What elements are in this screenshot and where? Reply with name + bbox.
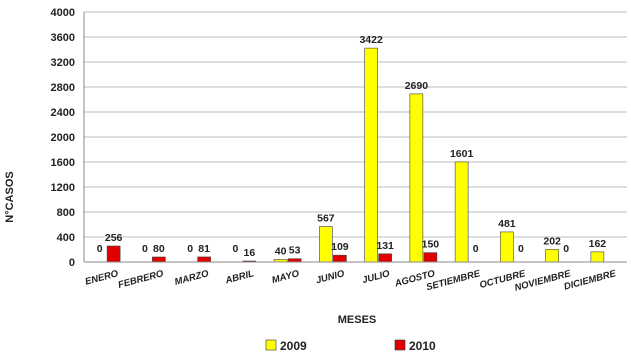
data-label-2010-junio: 109 — [331, 241, 349, 253]
bar-2010-junio — [333, 254, 347, 263]
data-label-2010-abril: 16 — [244, 247, 256, 259]
y-tick-label: 1200 — [51, 182, 75, 194]
y-tick-label: 800 — [57, 207, 75, 219]
x-axis-title: MESES — [338, 314, 377, 326]
x-tick-label: JUNIO — [315, 268, 346, 286]
data-label-2009-agosto: 2690 — [405, 80, 429, 92]
data-label-2010-marzo: 81 — [198, 243, 210, 255]
legend-label-2009: 2009 — [280, 339, 307, 353]
data-label-2010-julio: 131 — [376, 240, 394, 252]
data-label-2009-enero: 0 — [97, 243, 103, 255]
bar-2009-noviembre — [545, 249, 559, 263]
y-tick-label: 3600 — [51, 32, 75, 44]
bar-2010-marzo — [197, 256, 211, 263]
data-label-2009-abril: 0 — [232, 243, 238, 255]
data-label-2010-octubre: 0 — [518, 243, 524, 255]
data-label-2009-setiembre: 1601 — [450, 148, 474, 160]
data-label-2010-agosto: 150 — [422, 239, 440, 251]
bar-2010-agosto — [423, 252, 438, 263]
data-label-2010-mayo: 53 — [289, 245, 301, 257]
x-tick-label: MAYO — [271, 268, 301, 286]
data-label-2010-febrero: 80 — [153, 243, 165, 255]
bar-2010-enero — [106, 245, 121, 263]
y-tick-label: 4000 — [51, 7, 75, 19]
bar-2010-julio — [378, 253, 392, 263]
y-tick-labels: 0 400 800 1200 1600 2000 2400 2800 3200 3600 4000 — [51, 7, 75, 269]
legend-label-2010: 2010 — [409, 339, 436, 353]
y-tick-label: 2000 — [51, 132, 75, 144]
data-label-2009-diciembre: 162 — [589, 238, 607, 250]
data-label-2009-marzo: 0 — [187, 243, 193, 255]
y-tick-label: 1600 — [51, 157, 75, 169]
legend-swatch-2009 — [265, 339, 277, 351]
bar-2009-octubre — [500, 231, 514, 263]
y-tick-label: 0 — [69, 257, 75, 269]
data-label-2010-enero: 256 — [105, 232, 123, 244]
x-tick-label: MARZO — [173, 268, 210, 288]
data-label-2010-noviembre: 0 — [563, 243, 569, 255]
gridlines — [84, 11, 627, 263]
data-label-2009-febrero: 0 — [142, 243, 148, 255]
data-label-2009-octubre: 481 — [498, 218, 516, 230]
x-tick-label: DICIEMBRE — [563, 268, 618, 293]
y-tick-label: 2800 — [51, 82, 75, 94]
bar-2009-agosto — [409, 93, 424, 263]
data-label-2009-julio: 3422 — [359, 34, 383, 46]
bar-2009-julio — [364, 47, 378, 263]
data-label-2009-mayo: 40 — [275, 246, 287, 258]
bar-2010-febrero — [152, 256, 166, 263]
bar-2009-setiembre — [454, 161, 469, 263]
y-axis-title: N°CASOS — [4, 171, 16, 222]
x-tick-label: ENERO — [84, 268, 120, 288]
legend: 2009 2010 — [265, 339, 436, 353]
y-tick-label: 400 — [57, 232, 75, 244]
x-tick-label: JULIO — [361, 268, 391, 286]
bar-2009-diciembre — [590, 251, 605, 263]
y-tick-label: 3200 — [51, 57, 75, 69]
data-label-2009-junio: 567 — [317, 213, 335, 225]
legend-swatch-2010 — [394, 339, 406, 351]
data-label-2010-setiembre: 0 — [473, 243, 479, 255]
data-label-2009-noviembre: 202 — [543, 235, 561, 247]
bars — [106, 47, 605, 263]
x-tick-label: ABRIL — [223, 268, 255, 286]
y-tick-label: 2400 — [51, 107, 75, 119]
x-tick-label: FEBRERO — [117, 268, 165, 291]
